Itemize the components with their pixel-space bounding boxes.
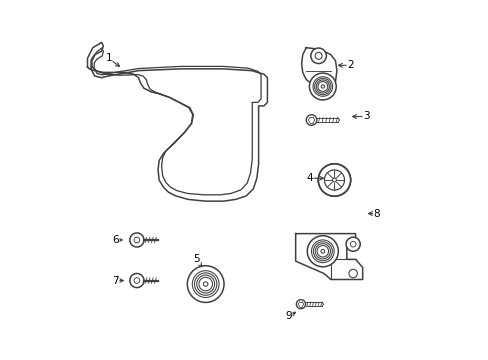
Text: 3: 3	[362, 112, 369, 121]
Text: 4: 4	[306, 173, 312, 183]
Circle shape	[203, 282, 207, 286]
Circle shape	[130, 274, 143, 288]
Circle shape	[310, 48, 325, 64]
Circle shape	[130, 233, 143, 247]
Text: 9: 9	[285, 311, 291, 321]
Circle shape	[134, 278, 140, 283]
Circle shape	[318, 164, 350, 196]
Circle shape	[309, 73, 336, 100]
Circle shape	[314, 52, 322, 59]
Circle shape	[305, 115, 316, 125]
Circle shape	[321, 85, 324, 88]
Text: 5: 5	[193, 255, 200, 264]
Text: 7: 7	[112, 275, 119, 285]
Text: 2: 2	[346, 60, 353, 70]
Circle shape	[296, 300, 305, 309]
Text: 6: 6	[112, 235, 119, 245]
Text: 1: 1	[105, 53, 112, 63]
Circle shape	[346, 237, 360, 251]
Circle shape	[306, 236, 338, 267]
Circle shape	[187, 266, 224, 302]
Circle shape	[320, 249, 324, 253]
Circle shape	[332, 178, 336, 182]
Text: 8: 8	[373, 208, 379, 219]
Circle shape	[134, 237, 140, 243]
Circle shape	[348, 269, 357, 278]
